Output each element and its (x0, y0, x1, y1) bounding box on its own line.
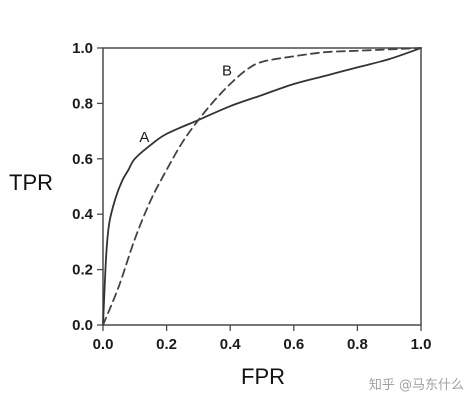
x-axis-title: FPR (241, 364, 285, 389)
series-layer (102, 47, 422, 326)
watermark-text: 知乎 @马东什么 (369, 377, 464, 393)
curve-label-b: B (222, 63, 232, 80)
y-tick-label: 0.6 (72, 151, 93, 168)
y-tick-label: 0.0 (72, 317, 93, 334)
x-tick-label: 0.6 (283, 336, 304, 353)
axis-tick-labels: 0.0 0.2 0.4 0.6 0.8 1.0 0.0 0.2 0.4 0.6 0.8 1.0 (72, 40, 431, 353)
x-tick-label: 0.2 (156, 336, 177, 353)
y-tick-label: 1.0 (72, 40, 93, 57)
x-tick-label: 0.8 (347, 336, 368, 353)
y-axis-title: TPR (9, 170, 53, 195)
x-tick-label: 0.4 (220, 336, 242, 353)
y-tick-label: 0.8 (72, 95, 93, 112)
annotation-layer: AB (139, 63, 232, 146)
axis-ticks (97, 47, 422, 331)
y-tick-label: 0.2 (72, 262, 93, 279)
plot-frame (102, 47, 422, 326)
y-tick-label: 0.4 (72, 206, 94, 223)
curve-label-a: A (139, 129, 149, 146)
x-tick-label: 0.0 (93, 336, 114, 353)
x-tick-label: 1.0 (411, 336, 432, 353)
series-b-line (102, 47, 422, 326)
series-a-line (102, 47, 422, 326)
